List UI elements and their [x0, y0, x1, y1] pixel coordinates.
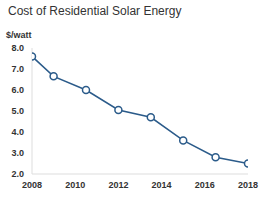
svg-text:2008: 2008 — [22, 180, 42, 190]
svg-text:2016: 2016 — [195, 180, 215, 190]
svg-text:2014: 2014 — [152, 180, 172, 190]
html-text:$/watt: $/watt — [6, 30, 32, 40]
svg-text:3.0: 3.0 — [11, 148, 24, 158]
svg-text:8.0: 8.0 — [11, 43, 24, 53]
svg-text:5.0: 5.0 — [11, 106, 24, 116]
svg-text:2.0: 2.0 — [11, 169, 24, 179]
svg-text:6.0: 6.0 — [11, 85, 24, 95]
svg-text:4.0: 4.0 — [11, 127, 24, 137]
svg-text:2010: 2010 — [65, 180, 85, 190]
svg-text:2018: 2018 — [238, 180, 258, 190]
svg-text:2012: 2012 — [108, 180, 128, 190]
html-text:Cost of Residential Solar Ener: Cost of Residential Solar Energy — [8, 4, 182, 18]
svg-text:7.0: 7.0 — [11, 64, 24, 74]
